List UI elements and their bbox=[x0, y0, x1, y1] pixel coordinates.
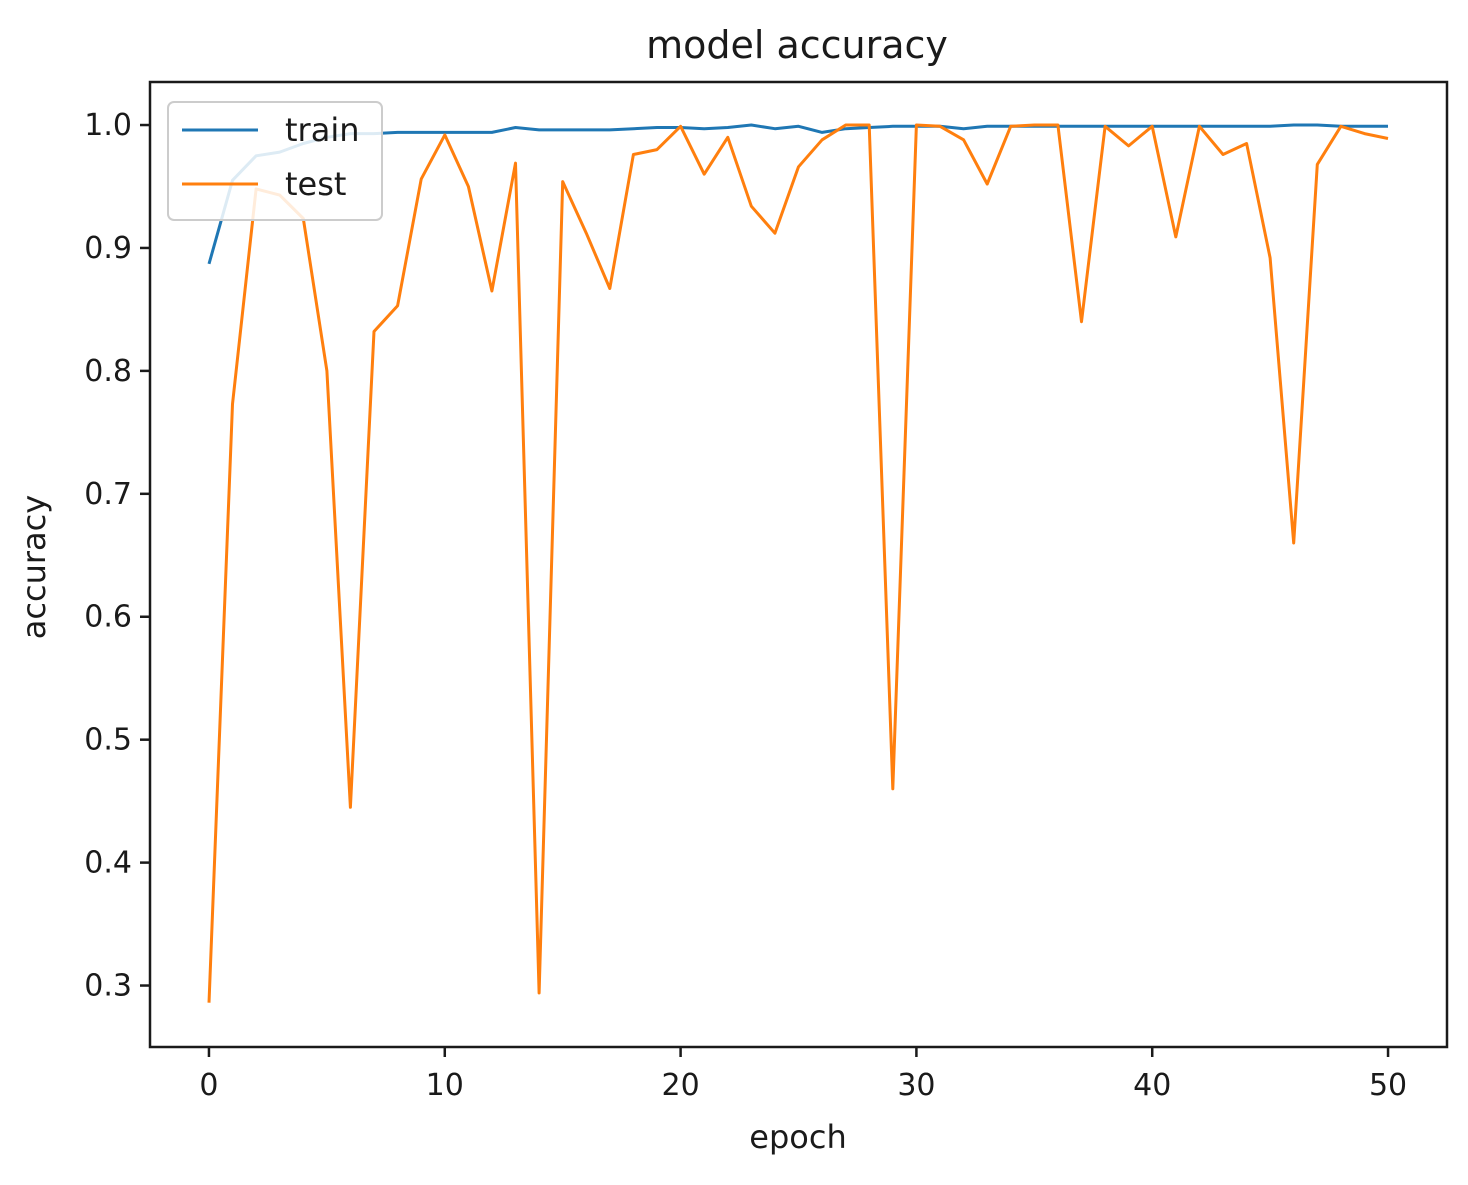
x-tick-label: 0 bbox=[199, 1068, 218, 1103]
series-line-test bbox=[207, 123, 1389, 1003]
y-tick-label: 0.3 bbox=[84, 969, 132, 1004]
ticks-layer: 0 10 20 30 40 50 0.3 0.4 0.5 0.6 0.7 0.8 0.9 1.0 bbox=[84, 108, 1407, 1103]
x-axis-label: epoch bbox=[749, 1118, 846, 1156]
x-tick-label: 40 bbox=[1133, 1068, 1171, 1103]
chart-title: model accuracy bbox=[646, 23, 948, 67]
y-tick-label: 0.9 bbox=[84, 231, 132, 266]
series-layer bbox=[207, 123, 1389, 1003]
y-tick-label: 0.6 bbox=[84, 600, 132, 635]
x-tick-label: 20 bbox=[661, 1068, 699, 1103]
legend-label-train: train bbox=[285, 111, 359, 149]
y-tick-label: 0.7 bbox=[84, 477, 132, 512]
y-tick-label: 0.8 bbox=[84, 354, 132, 389]
x-tick-label: 30 bbox=[897, 1068, 935, 1103]
y-tick-label: 0.4 bbox=[84, 846, 132, 881]
legend-label-test: test bbox=[285, 165, 346, 203]
y-tick-label: 1.0 bbox=[84, 108, 132, 143]
legend: train test bbox=[167, 101, 383, 221]
x-tick-label: 50 bbox=[1369, 1068, 1407, 1103]
x-tick-label: 10 bbox=[426, 1068, 464, 1103]
series-line-train bbox=[207, 123, 1388, 265]
plot-frame bbox=[148, 80, 1449, 1049]
y-axis-label: accuracy bbox=[15, 495, 53, 639]
y-tick-label: 0.5 bbox=[84, 723, 132, 758]
